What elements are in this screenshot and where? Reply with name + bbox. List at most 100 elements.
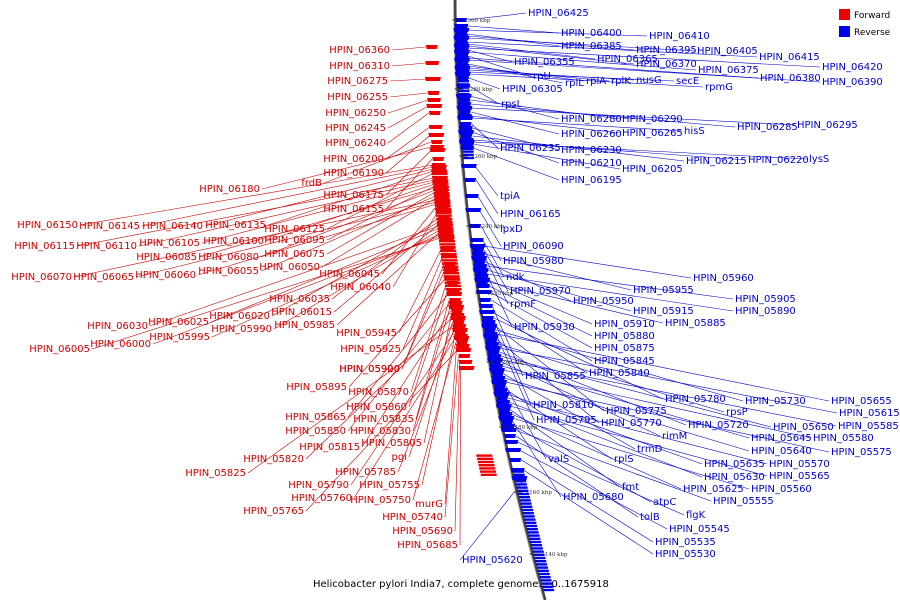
reverse-gene-block	[522, 508, 534, 512]
reverse-gene-arrow	[474, 274, 489, 278]
reverse-label-leader	[468, 57, 759, 79]
forward-gene-block	[440, 256, 457, 259]
reverse-label-leader	[471, 131, 560, 164]
reverse-gene-block	[457, 64, 469, 67]
reverse-gene-arrow	[498, 412, 513, 416]
reverse-label-leader	[487, 275, 513, 328]
reverse-gene-label: HPIN_06265	[622, 128, 683, 139]
reverse-gene-label: HPIN_05545	[669, 524, 730, 535]
reverse-label-leader	[486, 269, 632, 312]
forward-label-leader	[271, 221, 439, 317]
forward-label-leader	[387, 105, 429, 129]
forward-gene-block	[478, 464, 495, 467]
reverse-label-leader	[483, 245, 692, 279]
forward-label-leader	[149, 225, 440, 327]
reverse-gene-block	[527, 531, 539, 534]
legend: Forward Reverse	[839, 9, 891, 38]
reverse-gene-label: HPIN_06365	[597, 54, 658, 65]
reverse-gene-block	[528, 534, 540, 537]
reverse-gene-block	[534, 556, 546, 560]
reverse-gene-label: HPIN_06415	[759, 52, 820, 63]
reverse-gene-block	[457, 70, 469, 73]
reverse-gene-arrow	[509, 458, 522, 462]
forward-gene-arrow	[453, 336, 470, 340]
reverse-gene-block	[458, 89, 470, 92]
forward-gene-block	[445, 284, 462, 288]
forward-gene-label: HPIN_05815	[299, 442, 360, 453]
forward-gene-arrow	[455, 348, 472, 352]
reverse-gene-arrow	[473, 264, 488, 268]
reverse-label-leader	[474, 165, 499, 197]
reverse-gene-label: HPIN_05535	[655, 537, 716, 548]
reverse-gene-label: rpsP	[726, 407, 748, 418]
reverse-label-leader	[502, 369, 812, 439]
reverse-gene-label: HPIN_06400	[561, 28, 622, 39]
reverse-gene-arrow	[491, 376, 506, 380]
forward-gene-label: HPIN_06035	[269, 294, 330, 305]
forward-gene-block	[436, 220, 453, 224]
forward-gene-label: HPIN_06175	[323, 190, 384, 201]
reverse-gene-block	[515, 483, 527, 486]
reverse-gene-block	[518, 492, 530, 496]
reverse-gene-block	[459, 99, 471, 102]
forward-label-leader	[333, 223, 440, 313]
reverse-gene-label: HPIN_06395	[636, 45, 697, 56]
reverse-label-leader	[471, 117, 683, 132]
forward-gene-block	[433, 192, 450, 195]
reverse-gene-label: HPIN_05955	[633, 285, 694, 296]
forward-label-leader	[402, 255, 444, 350]
reverse-label-leader	[505, 381, 830, 453]
forward-gene-label: HPIN_05865	[285, 412, 346, 423]
forward-gene-label: HPIN_05755	[359, 480, 420, 491]
reverse-gene-block	[456, 51, 468, 54]
reverse-gene-label: HPIN_05810	[533, 400, 594, 411]
reverse-gene-block	[456, 54, 468, 57]
forward-gene-block	[433, 188, 450, 192]
reverse-gene-label: tpiA	[500, 191, 520, 202]
forward-gene-label: HPIN_05850	[285, 426, 346, 437]
forward-label-leader	[385, 134, 431, 174]
reverse-label-leader	[494, 321, 532, 406]
reverse-gene-arrow	[479, 298, 492, 302]
reverse-gene-arrow	[491, 380, 508, 384]
scale-tick-label: 1200 kbp	[498, 360, 525, 366]
forward-gene-arrow	[452, 324, 467, 328]
forward-label-leader	[73, 199, 437, 278]
reverse-gene-label: HPIN_06390	[822, 77, 883, 88]
reverse-label-leader	[484, 257, 509, 305]
reverse-label-leader	[490, 299, 593, 362]
reverse-gene-label: secE	[676, 76, 699, 87]
legend-label-reverse: Reverse	[854, 28, 891, 38]
forward-gene-label: HPIN_05805	[361, 438, 422, 449]
forward-gene-arrow	[458, 366, 475, 370]
reverse-gene-block	[458, 96, 470, 99]
reverse-label-leader	[507, 393, 703, 465]
forward-label-leader	[401, 263, 445, 370]
forward-gene-label: HPIN_06025	[148, 317, 209, 328]
forward-label-leader	[385, 149, 432, 196]
forward-gene-block	[444, 278, 461, 281]
forward-gene-label: HPIN_06240	[325, 138, 386, 149]
forward-label-leader	[444, 355, 459, 518]
reverse-label-leader	[483, 249, 509, 292]
forward-gene-label: HPIN_05825	[185, 468, 246, 479]
reverse-gene-label: HPIN_05615	[839, 408, 900, 419]
forward-label-leader	[138, 179, 435, 247]
reverse-label-leader	[468, 73, 704, 88]
forward-gene-block	[438, 233, 455, 236]
reverse-gene-arrow	[453, 36, 470, 40]
forward-label-leader	[421, 335, 456, 486]
reverse-label-leader	[473, 147, 560, 181]
reverse-label-leader	[488, 285, 593, 337]
reverse-gene-label: rplL	[565, 78, 584, 89]
reverse-gene-label: HPIN_05645	[751, 433, 812, 444]
reverse-label-leader	[470, 111, 560, 135]
reverse-gene-label: lpxD	[500, 224, 523, 235]
forward-gene-label: HPIN_06080	[198, 252, 259, 263]
reverse-gene-label: HPIN_06295	[797, 120, 858, 131]
forward-gene-block	[437, 230, 454, 233]
reverse-gene-label: tolB	[640, 512, 660, 523]
reverse-gene-label: valS	[548, 454, 569, 465]
forward-gene-arrow	[448, 305, 465, 309]
forward-gene-label: HPIN_05920	[339, 364, 400, 375]
